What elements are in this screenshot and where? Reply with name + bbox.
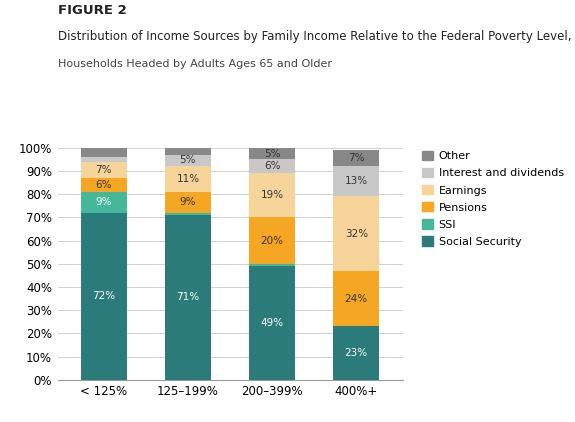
Text: 20%: 20% — [260, 235, 283, 246]
Bar — [81, 192, 127, 213]
Text: 6%: 6% — [264, 161, 281, 171]
Bar — [249, 148, 295, 159]
Bar — [165, 215, 211, 380]
Bar — [81, 157, 127, 162]
Bar — [249, 264, 295, 266]
Bar — [81, 178, 127, 192]
Bar — [249, 173, 295, 217]
Bar — [81, 148, 127, 157]
Text: 72%: 72% — [92, 291, 116, 301]
Bar — [165, 148, 211, 154]
Bar — [333, 327, 380, 380]
Bar — [165, 166, 211, 192]
Bar — [249, 217, 295, 264]
Bar — [333, 271, 380, 327]
Text: 9%: 9% — [95, 197, 112, 207]
Text: 71%: 71% — [177, 292, 200, 303]
Text: 7%: 7% — [348, 153, 365, 163]
Text: 7%: 7% — [95, 165, 112, 175]
Bar — [81, 162, 127, 178]
Text: 5%: 5% — [264, 149, 281, 159]
Text: 5%: 5% — [179, 155, 196, 165]
Text: 49%: 49% — [260, 318, 283, 328]
Bar — [333, 166, 380, 196]
Text: 32%: 32% — [344, 229, 368, 238]
Bar — [333, 150, 380, 166]
Bar — [165, 154, 211, 166]
Bar — [249, 266, 295, 380]
Text: FIGURE 2: FIGURE 2 — [58, 4, 126, 17]
Text: 9%: 9% — [179, 197, 196, 207]
Text: Households Headed by Adults Ages 65 and Older: Households Headed by Adults Ages 65 and … — [58, 59, 332, 69]
Text: 11%: 11% — [177, 174, 200, 184]
Bar — [333, 196, 380, 271]
Bar — [165, 192, 211, 213]
Text: Distribution of Income Sources by Family Income Relative to the Federal Poverty : Distribution of Income Sources by Family… — [58, 30, 575, 43]
Text: 23%: 23% — [344, 348, 368, 358]
Text: 24%: 24% — [344, 294, 368, 303]
Text: 6%: 6% — [95, 180, 112, 190]
Text: 19%: 19% — [260, 190, 283, 200]
Legend: Other, Interest and dividends, Earnings, Pensions, SSI, Social Security: Other, Interest and dividends, Earnings,… — [422, 151, 564, 247]
Bar — [81, 213, 127, 380]
Text: 13%: 13% — [344, 176, 368, 187]
Bar — [249, 159, 295, 173]
Bar — [165, 213, 211, 215]
